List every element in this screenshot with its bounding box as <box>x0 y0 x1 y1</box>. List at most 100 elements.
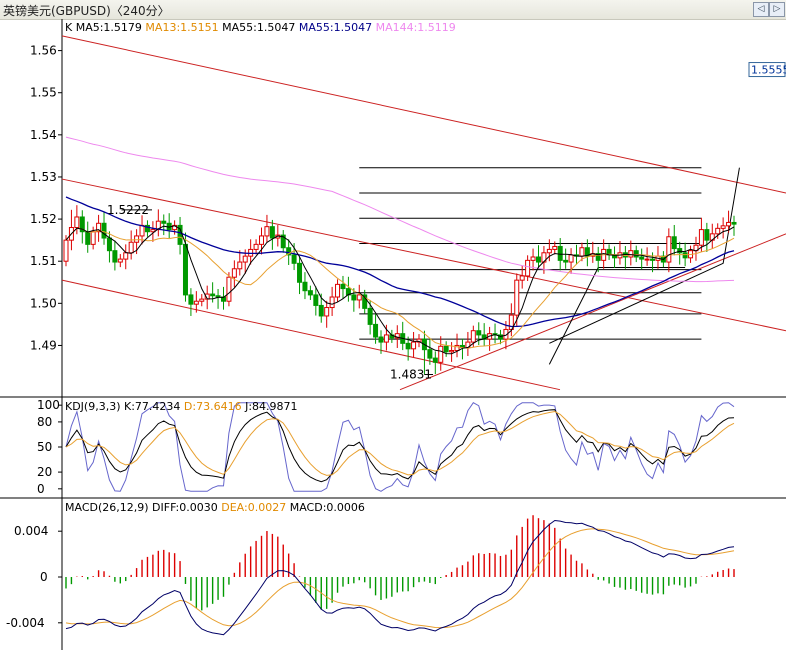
candle-up <box>416 338 422 343</box>
candle-down <box>595 253 601 261</box>
candle-down <box>731 221 737 225</box>
candle-down <box>101 222 107 239</box>
main-legend-item: MA55:1.5047 <box>219 21 296 34</box>
macd-legend-item: MACD:0.0006 <box>286 501 365 514</box>
y-tick-label: 1.54 <box>30 128 57 142</box>
kdj-legend-item: KDJ(9,3,3) <box>65 400 121 413</box>
chart-canvas: 1.561.551.541.531.521.511.501.49 1.52221… <box>0 19 786 650</box>
candle-down <box>677 248 683 254</box>
candle-down <box>563 259 569 263</box>
candle-down <box>302 281 308 292</box>
main-legend-item: MA55:1.5047 <box>295 21 372 34</box>
candle-down <box>373 323 379 338</box>
candle-up <box>63 239 69 262</box>
candle-up <box>568 254 574 263</box>
price-box-value: 1.5555 <box>751 64 786 77</box>
candle-up <box>720 225 726 229</box>
candle-down <box>535 256 541 263</box>
candle-down <box>291 254 297 264</box>
chart-title: 英镑美元(GBPUSD)〈240分〉 <box>3 4 170 18</box>
kdj-tick-label: 20 <box>37 465 52 479</box>
candle-down <box>557 245 563 261</box>
candle-up <box>150 229 156 233</box>
kdj-k-line <box>65 409 735 483</box>
kdj-legend-item: D:73.6416 <box>180 400 241 413</box>
candle-down <box>297 262 303 283</box>
candle-up <box>264 226 270 237</box>
candle-up <box>698 229 704 246</box>
candle-down <box>367 307 373 325</box>
candle-down <box>144 224 150 233</box>
candle-down <box>340 283 346 290</box>
kdj-legend: KDJ(9,3,3) K:77.4234 D:73.6416 J:84.9871 <box>65 400 298 413</box>
macd-legend-item: MACD(26,12,9) <box>65 501 149 514</box>
ma55-line <box>65 196 735 328</box>
candle-down <box>182 243 188 296</box>
trend-channel-line <box>399 233 786 391</box>
candle-up <box>237 261 243 270</box>
candle-down <box>318 304 324 317</box>
y-tick-label: 1.50 <box>30 296 57 310</box>
candle-down <box>432 357 438 363</box>
candle-down <box>210 293 216 297</box>
low-price-label: 1.4831 <box>390 368 432 382</box>
candle-down <box>269 226 275 239</box>
candle-down <box>161 220 167 224</box>
candle-up <box>470 330 476 343</box>
candle-down <box>286 247 292 256</box>
candle-up <box>519 275 525 281</box>
candle-down <box>443 345 449 353</box>
candle-up <box>394 333 400 339</box>
candle-up <box>454 344 460 352</box>
candle-up <box>503 328 509 340</box>
y-tick-label: 1.49 <box>30 338 57 352</box>
title-bar: 英镑美元(GBPUSD)〈240分〉 ◁ ▷ <box>0 0 786 20</box>
kdj-tick-label: 50 <box>37 440 52 454</box>
candle-down <box>188 294 194 305</box>
candle-up <box>666 236 672 263</box>
macd-tick-label: 0 <box>40 570 48 584</box>
candle-down <box>427 349 433 359</box>
macd-legend-item: DIFF:0.0030 <box>149 501 218 514</box>
candle-up <box>628 250 634 258</box>
main-overlay-lines <box>61 35 786 391</box>
candle-up <box>253 243 259 250</box>
candle-down <box>584 247 590 257</box>
candle-up <box>411 341 417 350</box>
candle-up <box>128 241 134 254</box>
candle-up <box>383 334 389 343</box>
candle-up <box>117 258 123 263</box>
candle-up <box>514 279 520 316</box>
candle-down <box>378 336 384 343</box>
candle-down <box>671 236 677 250</box>
kdj-tick-label: 100 <box>37 398 60 412</box>
main-legend-item: MA144:1.5119 <box>372 21 456 34</box>
candle-down <box>79 216 85 233</box>
candle-down <box>650 258 656 261</box>
candle-up <box>139 224 145 237</box>
drawn-swing-line <box>548 267 686 365</box>
main-legend: K MA5:1.5179 MA13:1.5151 MA55:1.5047 MA5… <box>65 21 456 34</box>
candle-up <box>552 245 558 250</box>
prev-arrow-icon[interactable]: ◁ <box>753 2 769 17</box>
candle-up <box>226 276 232 302</box>
macd-dea-line <box>65 528 735 629</box>
candle-down <box>682 252 688 259</box>
candle-up <box>74 216 80 229</box>
moving-averages <box>65 136 735 355</box>
candle-up <box>644 258 650 261</box>
candle-down <box>280 234 286 249</box>
candle-down <box>313 294 319 306</box>
next-arrow-icon[interactable]: ▷ <box>769 2 785 17</box>
candle-up <box>329 296 335 309</box>
candle-up <box>134 235 140 243</box>
macd-tick-label: -0.004 <box>6 616 45 630</box>
kdj-legend-item: K:77.4234 <box>121 400 181 413</box>
kdj-legend-item: J:84.9871 <box>242 400 298 413</box>
ma5-line <box>65 225 735 355</box>
trend-channel-line <box>61 178 786 332</box>
macd-diff-line <box>65 519 735 636</box>
candle-up <box>231 268 237 278</box>
candle-down <box>106 237 112 252</box>
